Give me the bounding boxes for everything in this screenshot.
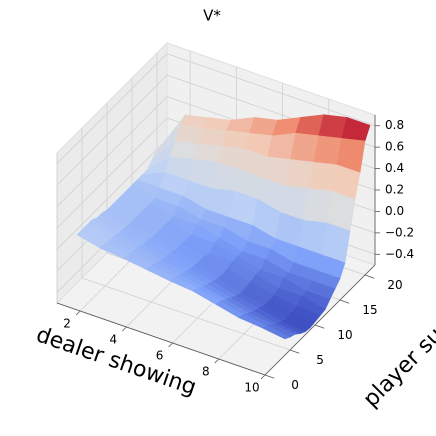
x-tick-label: 8: [202, 365, 210, 379]
z-tick-label: 0.4: [385, 161, 404, 175]
tick-mark: [339, 299, 350, 304]
x-tick-label: 10: [244, 381, 259, 395]
z-tick-label: −0.4: [385, 247, 414, 261]
tick-mark: [168, 342, 173, 348]
y-tick-label: 20: [387, 278, 402, 292]
chart-title: V*: [203, 7, 221, 25]
grid-line: [56, 53, 168, 164]
y-tick-label: 10: [337, 328, 352, 342]
y-axis-line: [264, 264, 376, 376]
tick-mark: [75, 310, 81, 316]
x-tick-label: 2: [63, 317, 71, 331]
y-tick-label: 5: [316, 353, 324, 367]
grid-line: [56, 96, 168, 207]
z-tick-label: 0.2: [385, 183, 404, 197]
z-tick-label: −0.2: [385, 225, 414, 239]
grid-line: [81, 277, 291, 351]
tick-mark: [264, 374, 275, 379]
tick-mark: [122, 326, 127, 332]
x-axis-line: [56, 302, 266, 376]
grid-line: [56, 117, 168, 229]
tick-mark: [364, 274, 375, 279]
z-tick-label: 0.6: [385, 140, 404, 154]
x-tick-label: 4: [110, 333, 118, 347]
x-tick-label: 6: [156, 349, 164, 363]
grid-line: [56, 74, 168, 186]
tick-mark: [214, 358, 220, 364]
y-tick-label: 15: [362, 303, 377, 317]
tick-mark: [314, 324, 325, 329]
z-tick-label: 0.0: [385, 204, 404, 218]
z-tick-label: 0.8: [385, 118, 404, 132]
tick-mark: [260, 374, 266, 380]
y-axis-label: player sum: [359, 308, 436, 413]
tick-mark: [289, 349, 300, 354]
y-tick-label: 0: [291, 378, 299, 392]
grid-line: [56, 139, 168, 250]
grid-line: [166, 53, 376, 127]
surface-facet: [261, 325, 291, 340]
